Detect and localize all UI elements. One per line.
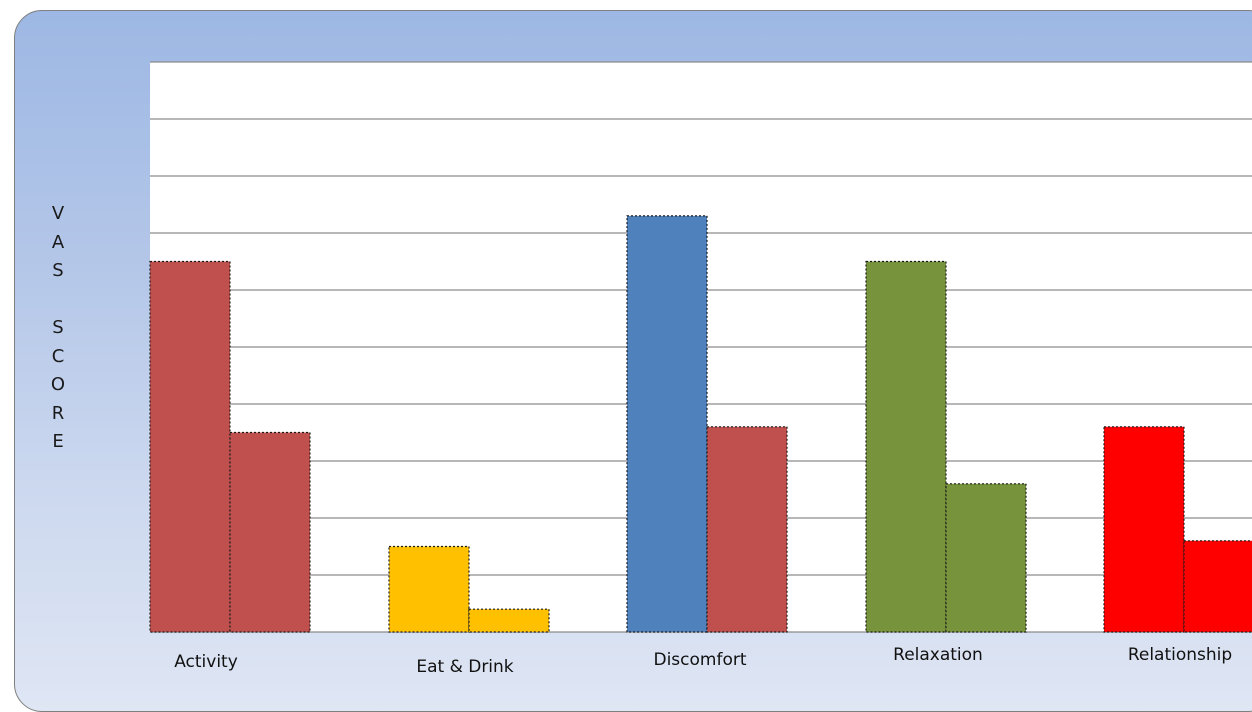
x-tick-label: Eat & Drink (416, 657, 513, 677)
bar-discomfort-1 (626, 215, 708, 633)
y-axis-label-char: E (52, 431, 64, 452)
y-axis-label-char: A (51, 231, 65, 253)
y-axis-label-char: R (51, 402, 65, 424)
bar-relaxation-2 (945, 483, 1027, 633)
x-tick-label: Activity (174, 652, 238, 672)
bar-relationship-2 (1183, 540, 1252, 633)
y-axis-label-char: V (51, 203, 65, 224)
y-axis-label-char: O (50, 374, 66, 395)
y-axis-label-char: S (52, 260, 64, 281)
bars (149, 215, 1252, 633)
bar-discomfort-2 (706, 426, 788, 633)
bar-eat-drink-2 (468, 608, 550, 633)
bar-activity-2 (229, 431, 311, 633)
y-axis-label-char: C (51, 345, 65, 367)
x-tick-label: Relationship (1128, 645, 1232, 665)
bar-eat-drink-1 (388, 545, 470, 633)
bar-relaxation-1 (865, 260, 947, 633)
bar-activity-1 (149, 260, 231, 633)
bar-relationship-1 (1103, 426, 1185, 633)
category-labels: Activity Eat & Drink Discomfort Relaxation R… (174, 645, 1232, 677)
y-axis-label-char (40, 286, 76, 315)
x-tick-label: Relaxation (893, 645, 983, 665)
y-axis-label-char: S (52, 317, 64, 338)
x-tick-label: Discomfort (653, 650, 746, 670)
chart-plot: Activity Eat & Drink Discomfort Relaxation R… (149, 61, 1252, 677)
